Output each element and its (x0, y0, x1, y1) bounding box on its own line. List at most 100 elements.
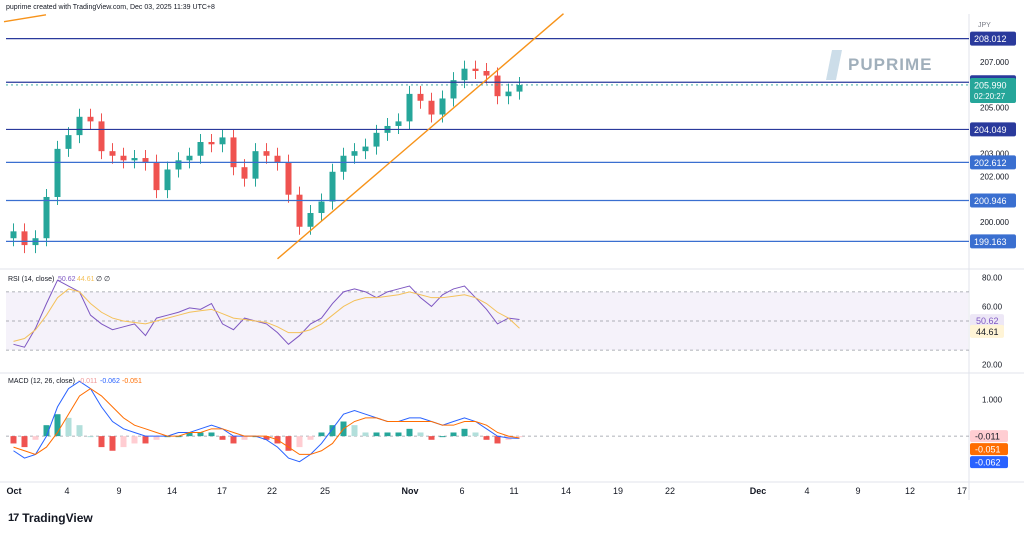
macd-histogram-bar (186, 432, 193, 437)
level-price-tag (970, 234, 1016, 249)
time-tick-label: 25 (320, 486, 330, 496)
time-tick-label: 6 (459, 486, 464, 496)
macd-histogram-bar (483, 436, 490, 440)
candle-body (164, 169, 171, 191)
current-price-tag (970, 77, 1016, 103)
macd-legend-value: -0.011 (78, 378, 97, 385)
time-tick-label: Nov (401, 486, 418, 496)
macd-histogram-bar (373, 432, 380, 437)
trendline (3, 14, 47, 23)
macd-histogram-bar (472, 432, 479, 437)
candle-body (494, 75, 501, 97)
rsi-tick-label: 80.00 (982, 273, 1003, 282)
rsi-value-label: 44.61 (976, 327, 999, 337)
macd-histogram-bar (428, 436, 435, 440)
level-price-label: 199.163 (974, 237, 1007, 247)
candle-body (197, 142, 204, 156)
macd-histogram-bar (296, 436, 303, 448)
rsi-legend-value: ∅ (104, 276, 110, 283)
time-tick-label: 9 (855, 486, 860, 496)
macd-histogram-bar (54, 414, 61, 437)
time-tick-label: 17 (217, 486, 227, 496)
macd-histogram-bar (362, 432, 369, 437)
rsi-legend-title: RSI (14, close) (8, 276, 54, 283)
candle-body (43, 196, 50, 239)
time-tick-label: 19 (613, 486, 623, 496)
macd-value-label: -0.062 (975, 458, 1001, 468)
tradingview-brand-name: TradingView (22, 511, 93, 525)
macd-histogram-bar (263, 436, 270, 440)
level-price-tag (970, 193, 1016, 208)
macd-value-tag (970, 456, 1008, 469)
rsi-value-tag (970, 324, 1004, 338)
level-price-label: 200.946 (974, 196, 1007, 206)
candle-body (274, 155, 281, 163)
price-tick-label: 202.000 (980, 172, 1009, 181)
candle-body (219, 137, 226, 145)
currency-label: JPY (978, 22, 991, 29)
candle-body (340, 155, 347, 172)
macd-histogram-bar (98, 436, 105, 448)
candle-body (131, 158, 138, 161)
candle-body (417, 93, 424, 101)
candle-body (252, 151, 259, 179)
macd-histogram-bar (351, 425, 358, 437)
candle-body (241, 167, 248, 179)
rsi-legend-value: 44.61 (77, 276, 95, 283)
time-tick-label: 14 (561, 486, 571, 496)
candle-body (87, 116, 94, 122)
macd-histogram-bar (494, 436, 501, 444)
macd-value-tag (970, 443, 1008, 456)
candle-body (318, 201, 325, 214)
time-tick-label: 14 (167, 486, 177, 496)
candle-body (142, 158, 149, 163)
candle-body (153, 162, 160, 191)
macd-tick-label: 1.000 (982, 396, 1003, 405)
candle-body (21, 231, 28, 246)
macd-histogram-bar (109, 436, 116, 451)
candle-body (230, 137, 237, 168)
macd-histogram-bar (285, 436, 292, 451)
tradingview-brand: 17 TradingView (8, 511, 93, 525)
candle-body (373, 132, 380, 147)
time-tick-label: 17 (957, 486, 967, 496)
candle-body (208, 142, 215, 145)
candle-body (263, 151, 270, 156)
rsi-legend-value: 50.62 (58, 276, 76, 283)
candle-body (505, 91, 512, 97)
macd-histogram-bar (197, 432, 204, 437)
macd-histogram-bar (450, 432, 457, 437)
time-tick-label: 4 (64, 486, 69, 496)
candle-body (65, 135, 72, 149)
macd-histogram-bar (439, 436, 446, 438)
chart-header-text: puprime created with TradingView.com, De… (6, 4, 215, 11)
price-tick-label: 207.000 (980, 58, 1009, 67)
macd-histogram-bar (318, 432, 325, 437)
macd-histogram-bar (329, 425, 336, 437)
rsi-value-tag (970, 314, 1004, 328)
candle-body (175, 160, 182, 170)
level-price-tag (970, 31, 1016, 46)
watermark-text: PUPRIME (848, 55, 933, 74)
candle-body (516, 84, 523, 92)
macd-histogram-bar (120, 436, 127, 448)
candle-body (329, 171, 336, 202)
countdown-label: 02:20:27 (974, 92, 1006, 101)
candle-body (120, 155, 127, 161)
macd-histogram-bar (21, 436, 28, 448)
candle-body (109, 151, 116, 156)
macd-histogram-bar (461, 428, 468, 437)
tradingview-logo-icon: 17 (8, 512, 19, 524)
candle-body (472, 68, 479, 71)
time-tick-label: 12 (905, 486, 915, 496)
macd-histogram-bar (384, 432, 391, 437)
level-price-label: 208.012 (974, 34, 1007, 44)
candle-body (395, 121, 402, 126)
candle-body (406, 93, 413, 122)
macd-histogram-bar (417, 432, 424, 437)
macd-series-macd-line (13, 380, 520, 463)
candle-body (362, 146, 369, 152)
time-tick-label: Oct (6, 486, 21, 496)
macd-histogram-bar (230, 436, 237, 444)
